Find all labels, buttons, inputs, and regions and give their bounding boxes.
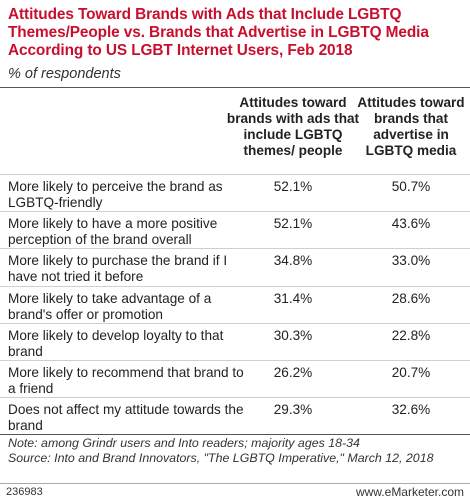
value-advertise-lgbtq-media: 22.8% [391,327,431,343]
row-label: More likely to develop loyalty to that b… [8,327,224,359]
table-row: More likely to perceive the brand as LGB… [0,174,470,213]
chart-source: Source: Into and Brand Innovators, "The … [8,451,434,465]
value-ads-lgbtq-themes: 31.4% [273,290,313,306]
column-header-ads-lgbtq-themes: Attitudes toward brands with ads that in… [226,95,360,158]
footer-divider [0,483,470,484]
chart-subtitle: % of respondents [8,66,121,82]
value-ads-lgbtq-themes: 26.2% [273,365,313,380]
value-ads-lgbtq-themes: 30.3% [273,327,313,343]
table-row: More likely to take advantage of a brand… [0,285,470,325]
row-label: Does not affect my attitude towards the … [8,402,244,434]
value-advertise-lgbtq-media: 33.0% [391,253,431,269]
row-label: More likely to recommend that brand to a… [8,365,244,396]
row-label: More likely to purchase the brand if I h… [8,253,228,285]
value-advertise-lgbtq-media: 28.6% [391,290,431,306]
table-row: More likely to recommend that brand to a… [0,360,470,399]
row-label: More likely to perceive the brand as LGB… [8,179,223,210]
table-bottom-divider [0,434,470,435]
value-ads-lgbtq-themes: 29.3% [273,402,313,418]
chart-id: 236983 [6,486,43,498]
row-label: More likely to have a more positive perc… [8,216,218,248]
chart-notes: Note: among Grindr users and Into reader… [8,436,448,466]
chart-note: Note: among Grindr users and Into reader… [8,436,360,450]
value-ads-lgbtq-themes: 34.8% [273,253,313,269]
table-row: More likely to develop loyalty to that b… [0,322,470,362]
header-divider [0,87,470,88]
value-advertise-lgbtq-media: 43.6% [391,216,431,232]
column-header-advertise-lgbtq-media: Attitudes toward brands that advertise i… [357,95,465,158]
chart-title: Attitudes Toward Brands with Ads that In… [8,6,429,59]
table-row: More likely to have a more positive perc… [0,211,470,250]
value-advertise-lgbtq-media: 50.7% [391,179,431,194]
row-label: More likely to take advantage of a brand… [8,290,212,322]
value-ads-lgbtq-themes: 52.1% [273,216,313,232]
value-advertise-lgbtq-media: 20.7% [391,365,431,380]
table-row: Does not affect my attitude towards the … [0,397,470,436]
table-row: More likely to purchase the brand if I h… [0,248,470,287]
value-ads-lgbtq-themes: 52.1% [273,179,313,194]
brand-logo[interactable]: www.eMarketer.com [355,485,464,499]
value-advertise-lgbtq-media: 32.6% [391,402,431,418]
